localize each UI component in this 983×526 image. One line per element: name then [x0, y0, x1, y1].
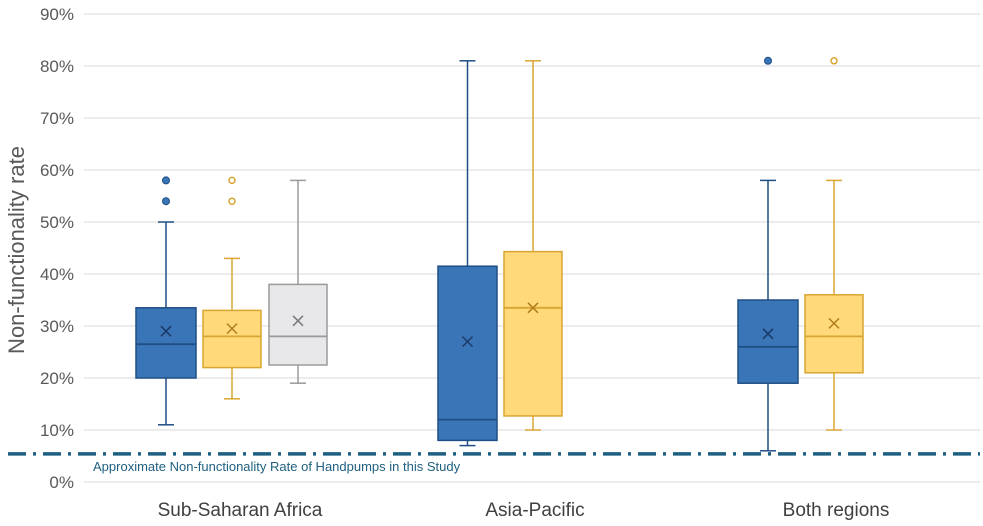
box-iqr — [804, 294, 864, 374]
mean-marker — [292, 315, 304, 327]
box-layer — [135, 56, 864, 452]
y-axis-title: Non-functionality rate — [4, 146, 29, 354]
outlier-point — [162, 176, 170, 185]
box-iqr — [268, 283, 328, 366]
box-group — [268, 179, 328, 384]
y-tick-label: 20% — [40, 369, 74, 388]
y-tick-label: 70% — [40, 109, 74, 128]
box-group — [202, 176, 262, 400]
outlier-point — [764, 56, 772, 65]
y-tick-label: 60% — [40, 161, 74, 180]
y-tick-label: 10% — [40, 421, 74, 440]
y-tick-label: 80% — [40, 57, 74, 76]
box-iqr — [437, 265, 498, 442]
mean-marker — [461, 336, 474, 348]
box-group — [503, 60, 563, 431]
box-iqr — [503, 250, 563, 417]
outlier-point — [162, 197, 170, 206]
mean-marker — [527, 302, 539, 314]
reference-line-label: Approximate Non-functionality Rate of Ha… — [93, 459, 461, 474]
box-group — [737, 56, 799, 452]
mean-marker — [160, 325, 172, 337]
box-iqr — [737, 299, 799, 384]
mean-marker — [762, 328, 774, 340]
y-tick-label: 30% — [40, 317, 74, 336]
y-tick-label: 50% — [40, 213, 74, 232]
y-tick-label: 90% — [40, 5, 74, 24]
x-category-label: Both regions — [783, 500, 890, 521]
box-group — [437, 60, 498, 447]
box-group — [804, 57, 864, 431]
x-category-label: Asia-Pacific — [485, 500, 584, 521]
mean-marker — [226, 323, 238, 335]
y-tick-label: 0% — [49, 473, 74, 492]
reference-layer: Approximate Non-functionality Rate of Ha… — [8, 452, 980, 474]
axis-layer: 0% 10% 20% 30% 40% 50% 60% 70% 80% 90% Sub-Saharan… — [40, 5, 889, 521]
box-iqr — [135, 307, 197, 379]
y-tick-label: 40% — [40, 265, 74, 284]
outlier-point — [830, 57, 838, 65]
outlier-point — [228, 176, 236, 185]
mean-marker — [828, 317, 840, 329]
box-group — [135, 176, 197, 426]
box-iqr — [202, 309, 262, 369]
outlier-point — [228, 197, 236, 205]
x-category-label: Sub-Saharan Africa — [158, 500, 323, 521]
